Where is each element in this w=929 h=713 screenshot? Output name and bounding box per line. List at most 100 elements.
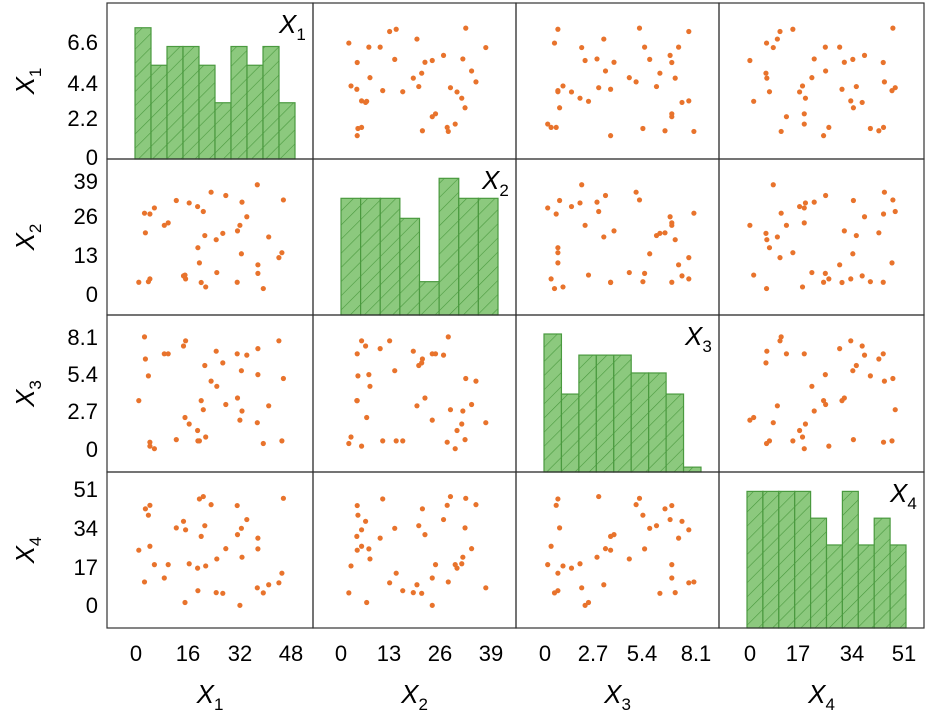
scatter-point-r1-c3-37 <box>585 98 592 104</box>
y-tick-label-4-1: 0 <box>86 593 98 618</box>
scatter-point-r3-c2-6 <box>348 434 354 440</box>
scatter-point-r4-c3-37 <box>585 599 592 606</box>
scatter-point-r4-c3-20 <box>577 561 583 567</box>
scatter-point-r2-c1-39 <box>141 210 148 216</box>
scatter-point-r2-c4-9 <box>839 279 845 286</box>
scatter-point-r3-c2-27 <box>444 439 450 445</box>
scatter-point-r1-c3-35 <box>672 75 678 81</box>
scatter-point-r3-c1-10 <box>255 372 261 378</box>
scatter-point-r1-c4-35 <box>764 75 770 81</box>
histogram-bar-1-6 <box>214 102 232 160</box>
scatter-point-r2-c1-23 <box>244 214 250 220</box>
scatter-point-r2-c1-10 <box>255 270 261 276</box>
scatter-point-r1-c2-21 <box>429 114 435 120</box>
points-layer <box>136 25 898 608</box>
scatter-point-r3-c4-10 <box>822 372 828 378</box>
scatter-point-r4-c2-10 <box>366 546 372 552</box>
scatter-point-r2-c3-28 <box>676 262 682 268</box>
histogram-bar-2-6 <box>438 177 460 316</box>
scatter-point-r2-c4-35 <box>764 237 770 243</box>
scatter-point-r4-c2-17 <box>432 562 439 568</box>
scatter-point-r4-c2-25 <box>463 495 469 501</box>
histogram-bar-1-7 <box>230 45 248 160</box>
scatter-point-r2-c4-11 <box>848 276 854 282</box>
scatter-point-r1-c2-14 <box>346 40 352 46</box>
scatter-point-r1-c3-24 <box>594 56 600 62</box>
scatter-point-r4-c2-19 <box>447 493 454 500</box>
scatter-point-r3-c4-40 <box>850 437 857 443</box>
panel-frame-r2-c4 <box>718 158 925 316</box>
scatter-point-r3-c1-31 <box>196 438 202 444</box>
x-tick-label-1-3: 32 <box>228 641 252 666</box>
scatter-point-r1-c3-21 <box>669 114 675 120</box>
scatter-point-r4-c2-13 <box>362 518 369 524</box>
scatter-point-r3-c1-22 <box>223 401 229 408</box>
x-tick-label-4-1: 0 <box>744 641 756 666</box>
scatter-point-r2-c1-31 <box>196 260 202 266</box>
panel-frame-r4-c4 <box>718 471 925 629</box>
histogram-bar-2-7 <box>458 197 479 316</box>
scatter-point-r1-c3-30 <box>647 56 653 62</box>
scatter-point-r4-c1-16 <box>237 602 243 608</box>
scatter-point-r1-c2-31 <box>380 88 386 94</box>
scatter-point-r2-c1-8 <box>254 182 260 188</box>
scatter-point-r3-c4-31 <box>889 438 895 444</box>
scatter-point-r1-c2-8 <box>483 44 489 51</box>
histogram-bar-2-4 <box>399 217 421 316</box>
histogram-bar-2-5 <box>418 281 440 316</box>
scatter-point-r3-c4-27 <box>880 439 887 445</box>
scatter-point-r3-c1-16 <box>237 417 243 423</box>
scatter-point-r2-c4-4 <box>774 234 780 240</box>
scatter-point-r4-c1-10 <box>255 546 261 552</box>
scatter-point-r2-c3-35 <box>672 237 678 243</box>
scatter-point-r2-c1-20 <box>186 200 192 206</box>
scatter-point-r3-c2-39 <box>445 334 451 340</box>
scatter-point-r1-c3-19 <box>596 85 602 91</box>
scatter-point-r2-c3-34 <box>555 250 561 256</box>
scatter-point-r2-c4-28 <box>837 262 843 268</box>
histogram-bar-3-1 <box>543 333 563 473</box>
scatter-point-r3-c1-13 <box>180 343 187 349</box>
y-tick-label-4-4: 51 <box>74 477 98 502</box>
y-tick-label-4-2: 17 <box>74 555 98 580</box>
scatter-point-r4-c1-38 <box>276 580 282 586</box>
scatter-point-r3-c4-29 <box>820 398 827 404</box>
x-tick-label-1-2: 16 <box>176 641 200 666</box>
scatter-point-r3-c4-18 <box>880 351 886 357</box>
scatter-point-r1-c3-25 <box>636 25 643 31</box>
scatter-point-r3-c2-26 <box>358 443 365 449</box>
scatter-point-r1-c2-20 <box>459 95 465 101</box>
scatter-point-r1-c4-12 <box>809 75 815 81</box>
scatter-point-r2-c3-11 <box>686 276 692 282</box>
scatter-point-r3-c2-40 <box>462 437 468 443</box>
scatter-point-r2-c1-34 <box>279 250 285 256</box>
scatter-point-r1-c4-7 <box>881 79 888 85</box>
scatter-point-r4-c3-1 <box>640 512 646 518</box>
scatter-point-r1-c4-38 <box>777 28 783 35</box>
histogram-bar-2-1 <box>340 197 362 316</box>
scatter-point-r4-c1-7 <box>208 502 214 508</box>
scatter-point-r3-c1-20 <box>186 421 192 427</box>
scatter-point-r2-c4-14 <box>763 285 770 292</box>
scatter-point-r1-c2-23 <box>440 52 447 58</box>
scatter-point-r4-c1-20 <box>186 561 192 567</box>
scatter-point-r2-c1-6 <box>203 284 209 290</box>
scatter-point-r1-c4-30 <box>850 56 856 62</box>
scatter-point-r2-c4-38 <box>777 255 783 261</box>
y-tick-label-1-3: 4.4 <box>67 71 98 96</box>
scatter-point-r4-c3-31 <box>555 496 561 502</box>
scatter-point-r2-c4-24 <box>811 199 817 205</box>
scatter-point-r3-c2-25 <box>463 375 469 382</box>
scatter-point-r4-c3-11 <box>686 527 692 533</box>
scatter-point-r3-c4-34 <box>790 438 796 444</box>
scatter-point-r2-c4-36 <box>876 230 882 236</box>
scatter-point-r1-c3-38 <box>686 28 692 35</box>
scatter-point-r1-c4-17 <box>801 111 807 117</box>
y-tick-label-2-4: 39 <box>74 169 98 194</box>
scatter-point-r1-c3-33 <box>657 70 663 76</box>
x-tick-label-1-4: 48 <box>279 641 303 666</box>
scatter-point-r4-c2-32 <box>454 565 460 571</box>
scatter-point-r1-c3-6 <box>560 83 566 89</box>
scatter-point-r4-c2-39 <box>445 579 451 585</box>
